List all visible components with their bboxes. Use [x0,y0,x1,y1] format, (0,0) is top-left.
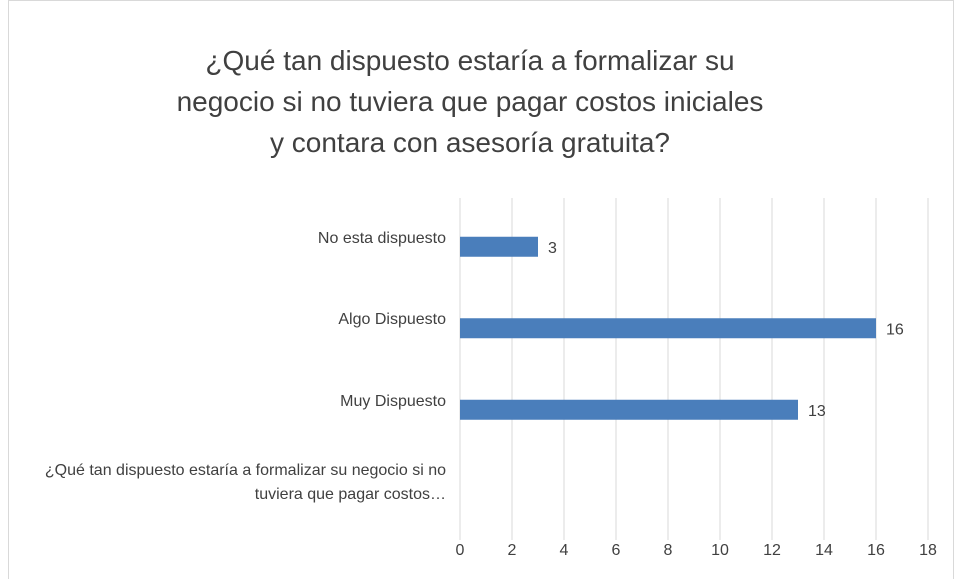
value-label: 13 [808,403,826,420]
x-tick-label: 18 [919,542,937,559]
value-label: 3 [548,240,557,257]
chart-title: ¿Qué tan dispuesto estaría a formalizar … [176,45,764,158]
x-tick-label: 8 [664,542,673,559]
bar [460,318,876,339]
y-tick-label: ¿Qué tan dispuesto estaría a formalizar … [44,462,446,504]
x-tick-label: 2 [508,542,517,559]
x-tick-label: 10 [711,542,729,559]
x-tick-label: 14 [815,542,833,559]
x-tick-label: 12 [763,542,781,559]
y-tick-label: No esta dispuesto [317,229,446,247]
bar [460,399,798,420]
x-tick-label: 4 [560,542,569,559]
y-tick-label: Muy Dispuesto [340,392,446,410]
x-tick-label: 16 [867,542,885,559]
y-tick-label: Algo Dispuesto [338,311,446,329]
x-tick-label: 6 [612,542,621,559]
value-label: 16 [886,321,904,338]
bar [460,236,538,257]
x-tick-label: 0 [456,542,465,559]
